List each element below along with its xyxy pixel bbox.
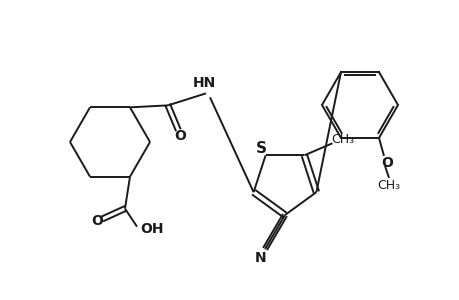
Text: O: O xyxy=(174,129,185,143)
Text: S: S xyxy=(256,141,267,156)
Text: O: O xyxy=(91,214,103,228)
Text: OH: OH xyxy=(140,222,163,236)
Text: O: O xyxy=(380,156,392,170)
Text: HN: HN xyxy=(192,76,215,90)
Text: N: N xyxy=(255,251,266,265)
Text: CH₃: CH₃ xyxy=(377,179,400,192)
Text: CH₃: CH₃ xyxy=(330,133,353,146)
